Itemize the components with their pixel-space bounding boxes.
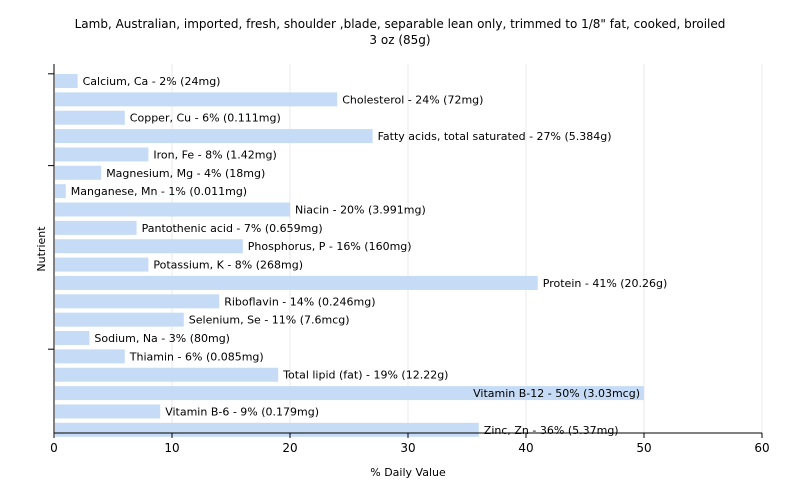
bar-18 <box>55 404 161 419</box>
bar-15 <box>55 349 125 364</box>
x-tick-label-0: 0 <box>50 441 58 455</box>
x-tick-label-50: 50 <box>636 441 651 455</box>
chart-subtitle: 3 oz (85g) <box>369 33 431 47</box>
bar-label-15: Thiamin - 6% (0.085mg) <box>129 350 264 363</box>
bar-label-0: Calcium, Ca - 2% (24mg) <box>83 75 221 88</box>
bar-label-5: Magnesium, Mg - 4% (18mg) <box>106 167 265 180</box>
bar-label-18: Vitamin B-6 - 9% (0.179mg) <box>165 405 319 418</box>
bar-label-8: Pantothenic acid - 7% (0.659mg) <box>142 222 323 235</box>
bar-9 <box>55 239 243 254</box>
bar-label-13: Selenium, Se - 11% (7.6mcg) <box>189 314 350 327</box>
bar-14 <box>55 331 90 346</box>
bar-label-11: Protein - 41% (20.26g) <box>543 277 668 290</box>
bar-2 <box>55 110 125 125</box>
x-tick-label-10: 10 <box>164 441 179 455</box>
bar-17 <box>55 386 644 401</box>
x-tick-label-20: 20 <box>282 441 297 455</box>
bar-label-3: Fatty acids, total saturated - 27% (5.38… <box>378 130 612 143</box>
bar-13 <box>55 312 184 327</box>
chart-title: Lamb, Australian, imported, fresh, shoul… <box>74 17 726 31</box>
bar-label-4: Iron, Fe - 8% (1.42mg) <box>153 148 276 161</box>
bar-label-1: Cholesterol - 24% (72mg) <box>342 93 483 106</box>
bar-12 <box>55 294 220 309</box>
bar-19 <box>55 422 479 437</box>
bar-label-12: Riboflavin - 14% (0.246mg) <box>224 295 375 308</box>
bar-8 <box>55 220 137 235</box>
y-axis-title: Nutrient <box>35 226 48 272</box>
bar-label-10: Potassium, K - 8% (268mg) <box>153 259 303 272</box>
bar-3 <box>55 129 373 144</box>
bar-10 <box>55 257 149 272</box>
x-tick-label-60: 60 <box>754 441 769 455</box>
bar-1 <box>55 92 338 107</box>
bar-label-17: Vitamin B-12 - 50% (3.03mcg) <box>473 387 640 400</box>
bar-0 <box>55 74 78 88</box>
x-axis-title: % Daily Value <box>370 466 446 479</box>
bar-4 <box>55 147 149 162</box>
x-tick-label-30: 30 <box>400 441 415 455</box>
bar-6 <box>55 184 66 199</box>
bar-label-7: Niacin - 20% (3.991mg) <box>295 204 426 217</box>
x-tick-label-40: 40 <box>518 441 533 455</box>
bar-label-19: Zinc, Zn - 36% (5.37mg) <box>484 424 619 437</box>
x-ticks: 0 10 20 30 40 50 60 <box>50 433 770 455</box>
bar-label-2: Copper, Cu - 6% (0.111mg) <box>130 112 281 125</box>
bar-label-9: Phosphorus, P - 16% (160mg) <box>248 240 412 253</box>
bar-5 <box>55 165 102 180</box>
bar-7 <box>55 202 290 217</box>
bar-label-16: Total lipid (fat) - 19% (12.22g) <box>282 369 448 382</box>
bar-16 <box>55 367 279 382</box>
bar-11 <box>55 275 538 290</box>
bars: Calcium, Ca - 2% (24mg) Cholesterol - 24%… <box>55 74 667 437</box>
bar-label-14: Sodium, Na - 3% (80mg) <box>94 332 230 345</box>
bar-label-6: Manganese, Mn - 1% (0.011mg) <box>71 185 247 198</box>
